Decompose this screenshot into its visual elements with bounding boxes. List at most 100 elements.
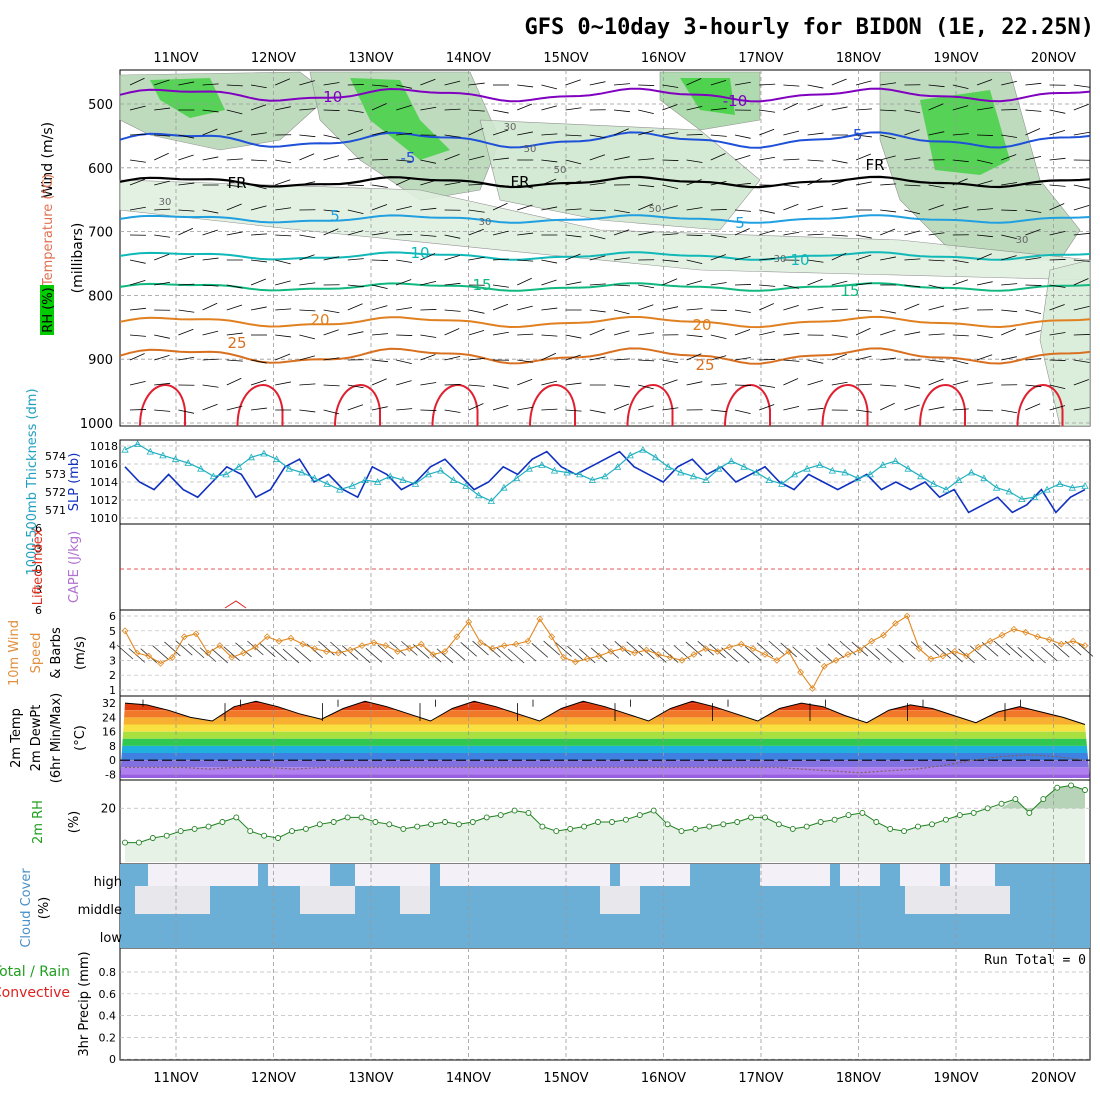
rh2m-marker	[359, 815, 364, 820]
temp-contour-label: 15	[472, 276, 491, 294]
wind-barb	[1025, 184, 1041, 185]
wind-barb	[566, 410, 582, 411]
temp-band	[120, 753, 1090, 760]
wind-barb	[832, 107, 848, 110]
wind-barb	[541, 260, 557, 263]
surface-wind-barb	[508, 649, 524, 663]
wind-barb	[396, 234, 412, 235]
wind-barb	[759, 405, 774, 410]
wind-barb	[1074, 205, 1089, 210]
wind-barb	[662, 160, 678, 161]
wind-barb	[372, 360, 388, 362]
wind-barb	[1074, 132, 1090, 135]
wind-barb	[469, 330, 484, 335]
wind-barb	[299, 235, 315, 238]
wind-barb	[735, 385, 751, 386]
rh2m-marker	[164, 833, 169, 838]
wind-barb	[977, 335, 993, 338]
rh2m-marker	[512, 808, 517, 813]
wind-barb	[832, 335, 848, 337]
date-label-bottom: 18NOV	[836, 1071, 881, 1086]
wind-barb	[517, 260, 533, 261]
wind-barb	[590, 329, 605, 335]
wind-barb	[614, 285, 630, 286]
date-label-top: 14NOV	[446, 51, 491, 66]
wind-barb	[227, 360, 243, 361]
rh2m-marker	[248, 829, 253, 834]
wind-barb	[372, 306, 387, 310]
wind-barb	[590, 410, 606, 413]
wind-barb	[711, 209, 727, 210]
surface-wind-barb	[804, 649, 820, 663]
rh2m-marker	[1083, 788, 1088, 793]
rh2m-marker	[470, 820, 475, 825]
surface-wind-barb	[188, 644, 204, 658]
rh2m-marker	[846, 813, 851, 818]
wind-barb	[759, 157, 775, 160]
surface-wind-barb	[1077, 642, 1093, 656]
rh2m-marker	[317, 822, 322, 827]
wind-barb	[227, 305, 242, 310]
temp-contour-label: 5	[330, 207, 340, 225]
wind-barb	[614, 310, 630, 314]
rh2m-marker	[331, 820, 336, 825]
surface-wind-barb	[378, 645, 394, 659]
wind-barb	[203, 258, 219, 260]
wind-barb	[445, 310, 461, 311]
surface-wind-barb	[283, 649, 299, 663]
wind-barb	[1025, 83, 1041, 85]
wind-barb	[832, 160, 848, 163]
cloud-high-gap	[355, 864, 430, 886]
wind-barb	[808, 133, 824, 135]
wind-barb	[348, 405, 363, 410]
surface-wind-barb	[864, 646, 880, 660]
cloud-high-gap	[148, 864, 258, 886]
rh2m-marker	[345, 815, 350, 820]
wind-barb	[856, 410, 872, 412]
wind-barb	[977, 282, 993, 285]
wind-barb	[469, 257, 485, 260]
wind-barb	[638, 305, 653, 310]
wind-barb	[154, 410, 170, 411]
date-label-bottom: 16NOV	[641, 1071, 686, 1086]
wind-barb	[929, 334, 945, 335]
temp-contour-label: -5	[401, 149, 416, 167]
ylabel-units: (millibars)	[70, 223, 86, 294]
wind-barb	[1025, 331, 1040, 335]
wind-barb	[517, 278, 532, 285]
wind-barb	[614, 404, 629, 410]
wind-tick-label: 4	[109, 640, 116, 653]
wind-barb	[1074, 104, 1089, 110]
wind-barb	[396, 335, 412, 336]
temp-contour-30	[335, 385, 380, 426]
wind-barb	[977, 135, 993, 136]
pressure-tick-label: 1000	[80, 417, 113, 432]
wind-barb	[420, 335, 436, 338]
wind-barb	[808, 360, 824, 363]
wind-barb	[856, 81, 871, 85]
wind-barb	[977, 383, 993, 385]
wind-tick-label: 6	[109, 610, 116, 623]
rh2m-marker	[707, 824, 712, 829]
temp-contour-30	[238, 385, 283, 426]
wind-barb	[517, 379, 532, 385]
wind-barb	[445, 255, 460, 260]
ylabel-cloud-cover: Cloud Cover	[19, 868, 34, 948]
rh-contour-label: 30	[504, 122, 517, 133]
wind-barb	[420, 382, 436, 385]
wind-barb	[735, 410, 751, 414]
wind-barb	[493, 405, 508, 410]
rh2m-marker	[526, 810, 531, 815]
wind-barb	[203, 331, 219, 335]
temp-contour-30	[628, 385, 673, 426]
rh2m-marker	[401, 826, 406, 831]
wind-barb	[227, 378, 242, 385]
surface-wind-barb	[567, 646, 583, 660]
wind-barb	[687, 335, 703, 337]
wind-barb	[953, 280, 968, 285]
rh2m-marker	[234, 815, 239, 820]
rh2m-marker	[290, 829, 295, 834]
rh2m-marker	[763, 815, 768, 820]
ylabel-rh: RH (%)	[41, 287, 56, 332]
rh2m-marker	[429, 822, 434, 827]
